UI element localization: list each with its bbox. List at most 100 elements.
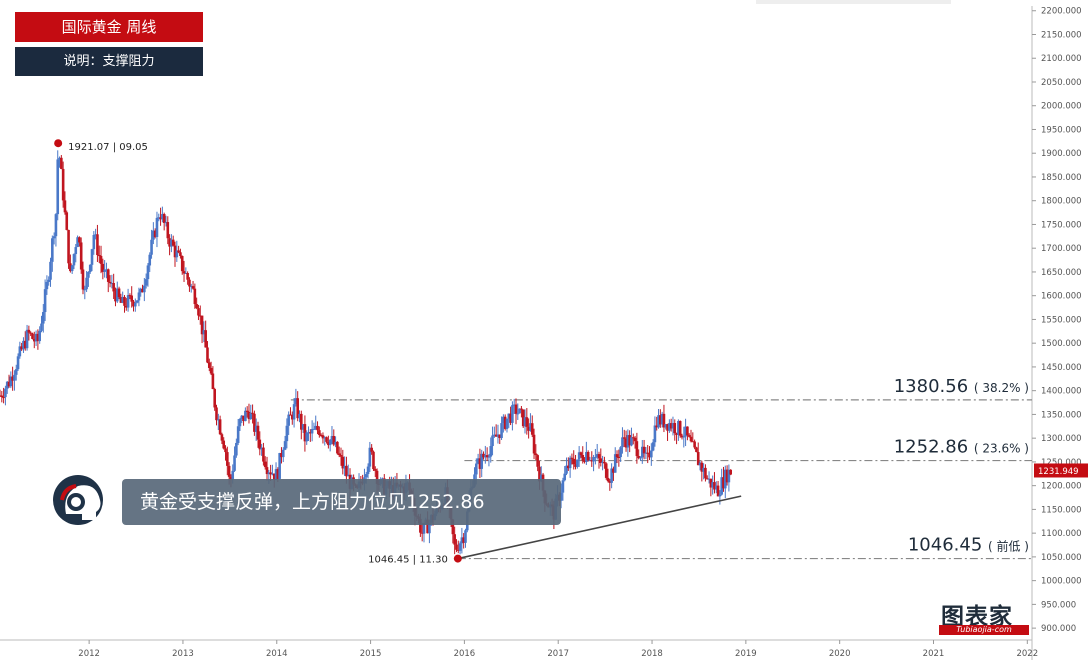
y-tick-label: 1900.000 <box>1041 149 1082 159</box>
candle-body <box>588 460 592 462</box>
candle-body <box>13 374 16 381</box>
candle-body <box>702 467 705 472</box>
candle-body <box>42 312 45 324</box>
candle-body <box>500 423 503 439</box>
candle-body <box>687 435 691 437</box>
candle-body <box>110 283 114 285</box>
candle-body <box>177 250 180 253</box>
candle-body <box>635 441 639 457</box>
candle-body <box>32 338 36 342</box>
candle-body <box>476 458 480 464</box>
candle-body <box>175 250 179 258</box>
candle-body <box>281 449 285 458</box>
support-trend-line <box>457 495 742 560</box>
candle-body <box>180 255 184 272</box>
candle-body <box>85 277 88 290</box>
candle-body <box>289 414 292 416</box>
candle-body <box>576 459 579 467</box>
candle-body <box>366 466 370 475</box>
candle-body <box>126 295 130 308</box>
candle-body <box>38 330 41 342</box>
candle-body <box>90 249 94 265</box>
candle-body <box>381 478 384 480</box>
candle-body <box>592 457 595 462</box>
candle-body <box>498 434 502 439</box>
candle-body <box>249 412 253 420</box>
candle-body <box>193 288 197 305</box>
y-tick-label: 1850.000 <box>1041 173 1082 183</box>
candle-body <box>146 265 150 280</box>
candle-body <box>503 416 507 429</box>
candle-body <box>60 157 63 169</box>
candle-body <box>168 238 171 247</box>
candle-body <box>114 291 117 302</box>
candle-body <box>689 436 693 442</box>
low-point-marker <box>453 554 462 563</box>
candle-body <box>617 457 621 459</box>
candle-body <box>700 462 704 472</box>
candle-body <box>669 423 673 429</box>
candle-body <box>233 455 236 471</box>
candle-body <box>496 434 500 437</box>
candle-body <box>527 426 530 431</box>
candle-body <box>155 217 159 238</box>
candle-body <box>290 414 294 420</box>
candle-body <box>368 447 372 467</box>
candle-body <box>662 413 666 428</box>
candle-body <box>152 230 155 240</box>
y-tick-label: 1950.000 <box>1041 125 1082 135</box>
candle-body <box>305 432 309 442</box>
candle-body <box>494 434 498 437</box>
candle-body <box>565 465 568 474</box>
candle-body <box>610 468 613 483</box>
candle-body <box>45 281 49 290</box>
candle-body <box>332 435 336 445</box>
candle-body <box>211 373 215 390</box>
candle-body <box>206 347 209 363</box>
candle-body <box>105 269 108 271</box>
candle-body <box>570 457 574 459</box>
candle-body <box>336 441 339 454</box>
candle-body <box>419 518 422 533</box>
current-price-label: 1231.949 <box>1038 467 1079 477</box>
candle-body <box>97 255 101 257</box>
x-tick-label: 2015 <box>360 649 382 659</box>
candle-body <box>244 410 247 422</box>
candle-body <box>718 494 722 497</box>
candle-body <box>651 442 655 451</box>
y-tick-label: 1250.000 <box>1041 458 1082 468</box>
candle-body <box>204 330 207 348</box>
candle-body <box>294 398 298 405</box>
candle-body <box>487 456 491 458</box>
candle-body <box>52 236 56 239</box>
x-tick-label: 2021 <box>923 649 945 659</box>
candle-body <box>310 429 314 434</box>
candle-body <box>2 397 5 399</box>
candle-body <box>478 458 482 469</box>
candle-body <box>314 425 318 429</box>
candle-body <box>43 289 47 313</box>
candle-body <box>123 296 126 306</box>
candle-body <box>251 412 254 414</box>
candle-body <box>319 435 323 437</box>
candle-body <box>678 421 682 436</box>
candle-body <box>482 453 485 458</box>
candle-body <box>197 308 200 316</box>
candle-body <box>47 279 51 282</box>
candle-body <box>285 425 289 442</box>
candle-body <box>729 469 732 475</box>
candle-body <box>141 288 144 293</box>
candle-body <box>613 454 617 473</box>
candle-body <box>714 485 718 490</box>
x-tick-label: 2017 <box>547 649 569 659</box>
candle-body <box>622 437 626 439</box>
candle-body <box>637 456 640 459</box>
candle-body <box>720 477 723 495</box>
candle-body <box>51 238 54 262</box>
candle-body <box>704 467 707 479</box>
candle-body <box>516 413 520 415</box>
candle-body <box>650 450 653 458</box>
candle-body <box>292 404 296 420</box>
candle-body <box>238 418 242 427</box>
